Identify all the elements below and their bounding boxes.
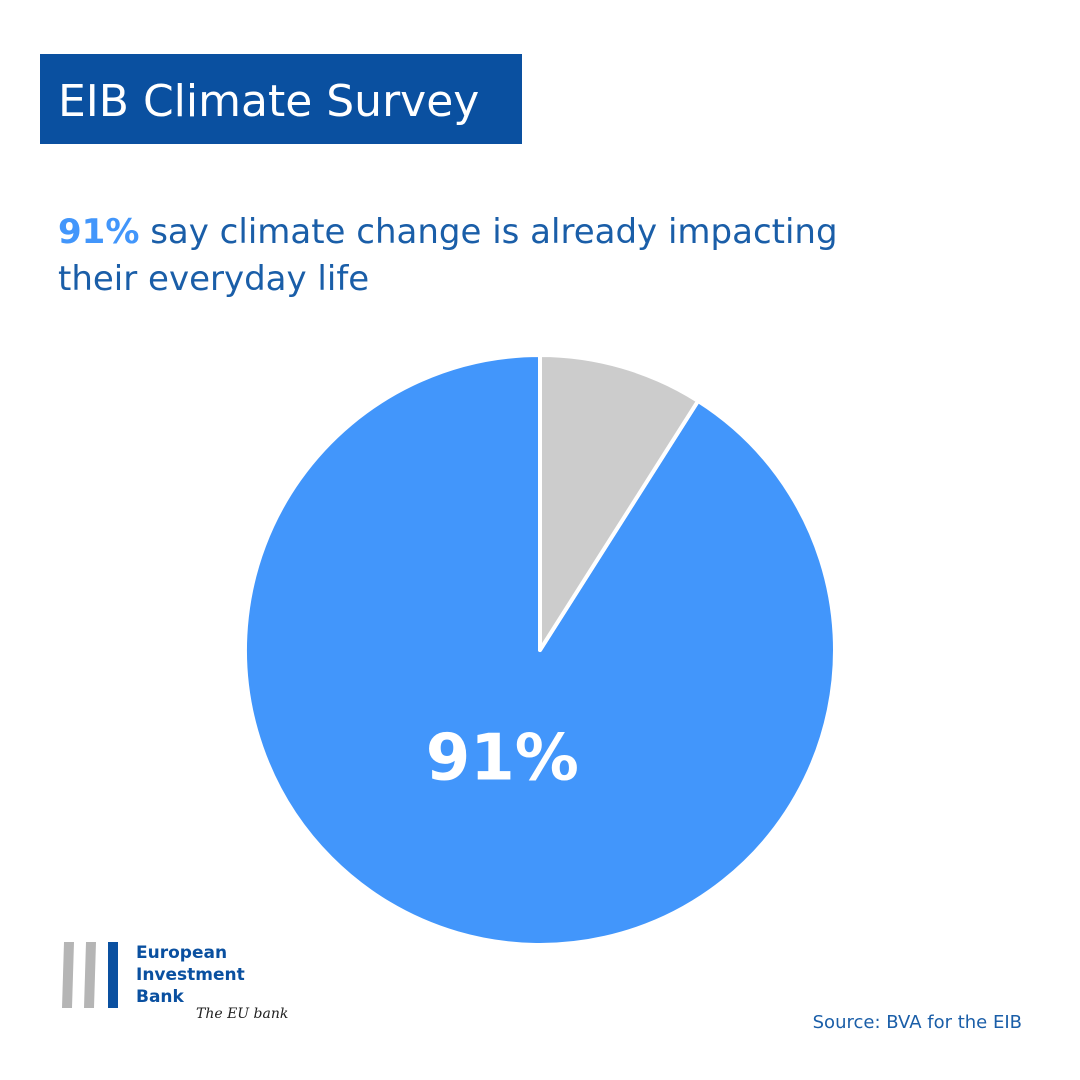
source: Source: BVA for the EIB bbox=[813, 1012, 1022, 1033]
subtitle: 91% say climate change is already impact… bbox=[58, 212, 838, 252]
logo-bar bbox=[84, 942, 96, 1008]
logo: European Investment Bank The EU bank bbox=[62, 942, 288, 1022]
pie: 91% bbox=[243, 353, 837, 947]
logo-bar bbox=[62, 942, 74, 1008]
logo-text: Bank bbox=[136, 987, 185, 1007]
subtitle-line: say climate change is already impacting bbox=[150, 212, 837, 252]
pie-slice bbox=[538, 353, 701, 652]
logo-tagline: The EU bank bbox=[196, 1006, 288, 1022]
chart-title: EIB Climate Survey bbox=[58, 76, 479, 127]
data-label: 91% bbox=[426, 722, 579, 796]
title-bar bbox=[40, 54, 522, 144]
subtitle-highlight: 91% bbox=[58, 212, 139, 252]
logo-bar bbox=[108, 942, 118, 1008]
logo-text: European bbox=[136, 943, 227, 963]
logo-text: Investment bbox=[136, 965, 245, 985]
subtitle-line: their everyday life bbox=[58, 259, 369, 299]
